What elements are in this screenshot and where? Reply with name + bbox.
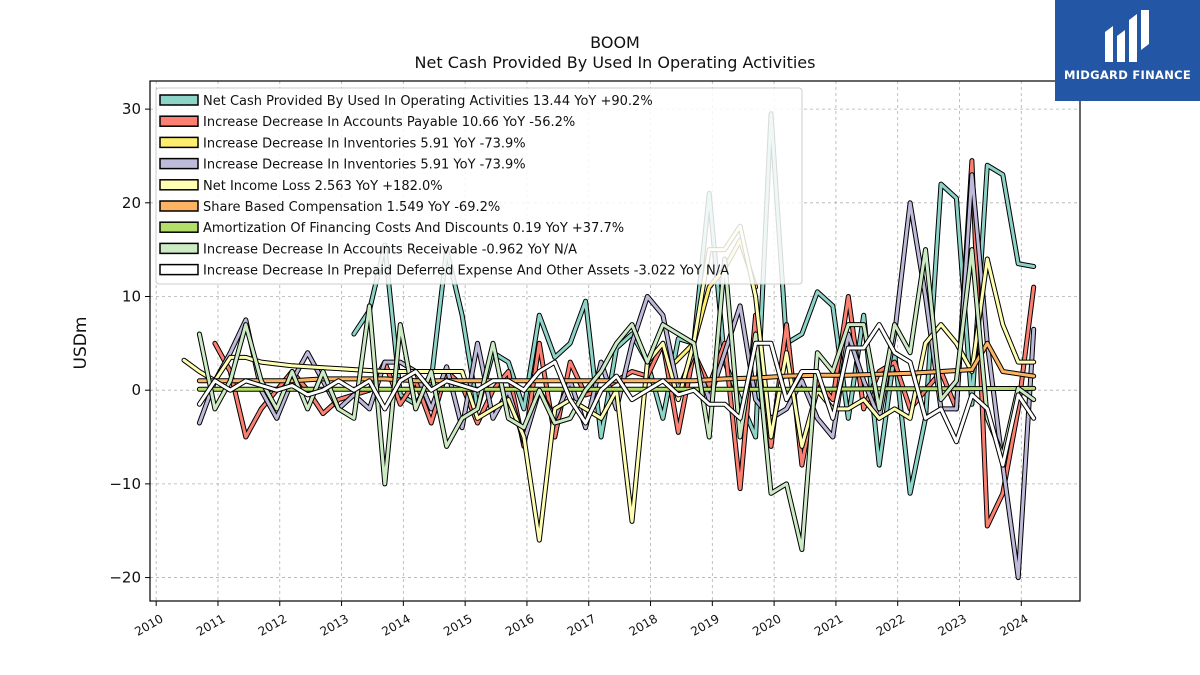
series-7 (196, 247, 1037, 552)
legend-swatch (159, 157, 199, 170)
legend-entry: Increase Decrease In Accounts Payable 10… (203, 115, 575, 130)
legend-swatch (159, 263, 199, 276)
y-axis-label: USDm (71, 317, 91, 370)
x-tick-label: 2014 (379, 611, 412, 638)
y-tick-label: −20 (109, 569, 141, 587)
series-line (197, 248, 1036, 551)
x-tick-label: 2024 (997, 611, 1030, 638)
x-tick-label: 2015 (441, 611, 474, 638)
chart-title: BOOM (590, 33, 640, 52)
legend-entry: Share Based Compensation 1.549 YoY -69.2… (203, 200, 500, 215)
x-tick-label: 2021 (812, 611, 845, 638)
series-line (182, 224, 1036, 542)
legend-swatch (159, 179, 199, 191)
y-tick-label: 30 (122, 100, 141, 118)
x-tick-label: 2023 (936, 611, 969, 638)
y-tick-label: 0 (131, 381, 141, 399)
legend-box (155, 87, 803, 285)
logo-mark-icon (1105, 10, 1149, 62)
x-tick-label: 2013 (318, 611, 351, 638)
y-tick-label: −10 (109, 475, 141, 493)
series-line (197, 341, 1036, 383)
legend-entry: Net Income Loss 2.563 YoY +182.0% (203, 179, 443, 194)
chart-subtitle: Net Cash Provided By Used In Operating A… (415, 53, 816, 72)
legend-swatch (159, 115, 199, 127)
legend: Net Cash Provided By Used In Operating A… (155, 87, 803, 285)
legend-swatch (159, 94, 199, 106)
x-tick-label: 2011 (194, 611, 227, 638)
series-4 (181, 223, 1037, 543)
y-tick-label: 20 (122, 194, 141, 212)
logo-text: MIDGARD FINANCE (1063, 68, 1192, 82)
legend-entry: Net Cash Provided By Used In Operating A… (203, 94, 653, 109)
legend-entry: Increase Decrease In Prepaid Deferred Ex… (203, 264, 729, 279)
legend-entry: Increase Decrease In Inventories 5.91 Yo… (203, 158, 526, 173)
series-line (197, 386, 1036, 391)
series-5 (196, 340, 1037, 384)
brand-logo: MIDGARD FINANCE (1055, 0, 1200, 101)
x-tick-label: 2017 (565, 611, 598, 638)
x-tick-label: 2012 (256, 611, 289, 638)
series-line (197, 323, 1036, 467)
legend-swatch (159, 242, 199, 255)
legend-entry: Amortization Of Financing Costs And Disc… (203, 221, 624, 236)
x-tick-label: 2020 (750, 611, 783, 638)
y-tick-label: 10 (122, 287, 141, 305)
legend-swatch (159, 200, 199, 212)
legend-swatch (159, 221, 199, 233)
series-8 (196, 322, 1037, 468)
x-tick-label: 2016 (503, 611, 536, 638)
x-tick-label: 2019 (688, 611, 721, 638)
x-tick-label: 2010 (132, 611, 165, 638)
series-6 (196, 385, 1037, 392)
x-tick-label: 2018 (627, 611, 660, 638)
plot-frame (149, 80, 1081, 602)
legend-entry: Increase Decrease In Accounts Receivable… (203, 242, 577, 257)
legend-swatch (159, 136, 199, 149)
x-tick-label: 2022 (874, 611, 907, 638)
legend-entry: Increase Decrease In Inventories 5.91 Yo… (203, 136, 526, 151)
